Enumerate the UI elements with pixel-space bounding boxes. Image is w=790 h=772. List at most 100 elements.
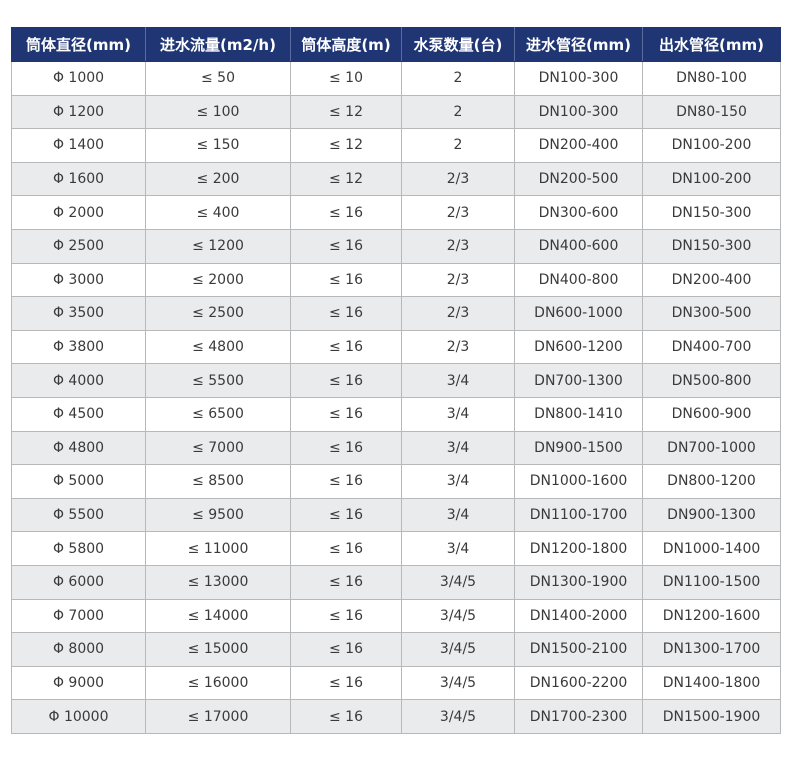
- cell-pump-count: 2: [401, 61, 515, 96]
- cell-height: ≤ 16: [290, 262, 402, 298]
- header-height: 筒体高度(m): [290, 27, 402, 62]
- cell-outlet-pipe: DN500-800: [642, 363, 781, 398]
- cell-outlet-pipe: DN700-1000: [642, 430, 781, 466]
- cell-height: ≤ 10: [290, 61, 402, 96]
- cell-pump-count: 3/4/5: [401, 665, 515, 701]
- header-pump-count: 水泵数量(台): [401, 27, 515, 62]
- table-row: Φ 7000 ≤ 14000 ≤ 16 3/4/5 DN1400-2000 DN1200-…: [11, 598, 781, 634]
- cell-inflow: ≤ 200: [145, 161, 291, 197]
- cell-diameter: Φ 8000: [11, 632, 146, 667]
- cell-inflow: ≤ 7000: [145, 430, 291, 466]
- table-row: Φ 2500 ≤ 1200 ≤ 16 2/3 DN400-600 DN150-300: [11, 228, 781, 264]
- cell-diameter: Φ 3800: [11, 329, 146, 365]
- cell-height: ≤ 16: [290, 497, 402, 533]
- cell-pump-count: 3/4: [401, 430, 515, 466]
- header-inflow: 进水流量(m2/h): [145, 27, 291, 62]
- cell-diameter: Φ 3500: [11, 296, 146, 331]
- cell-diameter: Φ 10000: [11, 699, 146, 734]
- cell-height: ≤ 16: [290, 632, 402, 667]
- cell-inlet-pipe: DN200-400: [514, 128, 643, 163]
- cell-height: ≤ 16: [290, 296, 402, 331]
- cell-height: ≤ 16: [290, 329, 402, 365]
- cell-height: ≤ 16: [290, 195, 402, 230]
- cell-outlet-pipe: DN1200-1600: [642, 598, 781, 634]
- cell-height: ≤ 16: [290, 363, 402, 398]
- cell-height: ≤ 12: [290, 94, 402, 130]
- cell-pump-count: 3/4: [401, 363, 515, 398]
- cell-inlet-pipe: DN1100-1700: [514, 497, 643, 533]
- cell-inlet-pipe: DN100-300: [514, 94, 643, 130]
- cell-diameter: Φ 1000: [11, 61, 146, 96]
- cell-outlet-pipe: DN800-1200: [642, 464, 781, 499]
- cell-diameter: Φ 6000: [11, 564, 146, 600]
- cell-outlet-pipe: DN100-200: [642, 161, 781, 197]
- cell-height: ≤ 12: [290, 161, 402, 197]
- cell-outlet-pipe: DN1000-1400: [642, 531, 781, 566]
- cell-inflow: ≤ 13000: [145, 564, 291, 600]
- cell-inlet-pipe: DN200-500: [514, 161, 643, 197]
- table-row: Φ 4800 ≤ 7000 ≤ 16 3/4 DN900-1500 DN700-1000: [11, 430, 781, 466]
- cell-inlet-pipe: DN1600-2200: [514, 665, 643, 701]
- cell-outlet-pipe: DN200-400: [642, 262, 781, 298]
- cell-height: ≤ 16: [290, 699, 402, 734]
- cell-height: ≤ 16: [290, 531, 402, 566]
- table-row: Φ 4500 ≤ 6500 ≤ 16 3/4 DN800-1410 DN600-900: [11, 396, 781, 432]
- cell-pump-count: 3/4: [401, 396, 515, 432]
- table-body: Φ 1000 ≤ 50 ≤ 10 2 DN100-300 DN80-100 Φ 1200 ≤ …: [11, 61, 781, 734]
- cell-diameter: Φ 1200: [11, 94, 146, 130]
- cell-inflow: ≤ 9500: [145, 497, 291, 533]
- cell-diameter: Φ 7000: [11, 598, 146, 634]
- cell-inflow: ≤ 50: [145, 61, 291, 96]
- cell-inlet-pipe: DN800-1410: [514, 396, 643, 432]
- cell-inlet-pipe: DN300-600: [514, 195, 643, 230]
- cell-inlet-pipe: DN1400-2000: [514, 598, 643, 634]
- cell-inflow: ≤ 150: [145, 128, 291, 163]
- cell-outlet-pipe: DN1300-1700: [642, 632, 781, 667]
- cell-inlet-pipe: DN700-1300: [514, 363, 643, 398]
- cell-pump-count: 2/3: [401, 228, 515, 264]
- table-row: Φ 3000 ≤ 2000 ≤ 16 2/3 DN400-800 DN200-400: [11, 262, 781, 298]
- cell-pump-count: 3/4: [401, 531, 515, 566]
- cell-inflow: ≤ 400: [145, 195, 291, 230]
- cell-outlet-pipe: DN400-700: [642, 329, 781, 365]
- cell-outlet-pipe: DN150-300: [642, 195, 781, 230]
- cell-outlet-pipe: DN1100-1500: [642, 564, 781, 600]
- cell-outlet-pipe: DN300-500: [642, 296, 781, 331]
- cell-outlet-pipe: DN150-300: [642, 228, 781, 264]
- cell-pump-count: 2/3: [401, 296, 515, 331]
- cell-pump-count: 2/3: [401, 262, 515, 298]
- header-diameter: 筒体直径(mm): [11, 27, 146, 62]
- cell-diameter: Φ 9000: [11, 665, 146, 701]
- table-row: Φ 5800 ≤ 11000 ≤ 16 3/4 DN1200-1800 DN1000-14…: [11, 531, 781, 566]
- cell-pump-count: 2/3: [401, 161, 515, 197]
- cell-inflow: ≤ 17000: [145, 699, 291, 734]
- cell-outlet-pipe: DN900-1300: [642, 497, 781, 533]
- cell-inlet-pipe: DN600-1200: [514, 329, 643, 365]
- cell-pump-count: 2: [401, 128, 515, 163]
- cell-diameter: Φ 1400: [11, 128, 146, 163]
- table-row: Φ 3500 ≤ 2500 ≤ 16 2/3 DN600-1000 DN300-500: [11, 296, 781, 331]
- table-row: Φ 9000 ≤ 16000 ≤ 16 3/4/5 DN1600-2200 DN1400-…: [11, 665, 781, 701]
- cell-height: ≤ 16: [290, 396, 402, 432]
- cell-pump-count: 3/4/5: [401, 564, 515, 600]
- cell-diameter: Φ 2500: [11, 228, 146, 264]
- cell-inflow: ≤ 1200: [145, 228, 291, 264]
- cell-pump-count: 3/4/5: [401, 632, 515, 667]
- table-row: Φ 6000 ≤ 13000 ≤ 16 3/4/5 DN1300-1900 DN1100-…: [11, 564, 781, 600]
- table-row: Φ 1400 ≤ 150 ≤ 12 2 DN200-400 DN100-200: [11, 128, 781, 163]
- cell-inflow: ≤ 16000: [145, 665, 291, 701]
- cell-inflow: ≤ 8500: [145, 464, 291, 499]
- cell-height: ≤ 16: [290, 228, 402, 264]
- table-row: Φ 1000 ≤ 50 ≤ 10 2 DN100-300 DN80-100: [11, 61, 781, 96]
- table-row: Φ 8000 ≤ 15000 ≤ 16 3/4/5 DN1500-2100 DN1300-…: [11, 632, 781, 667]
- cell-inflow: ≤ 100: [145, 94, 291, 130]
- cell-inflow: ≤ 15000: [145, 632, 291, 667]
- cell-height: ≤ 16: [290, 464, 402, 499]
- cell-inlet-pipe: DN1500-2100: [514, 632, 643, 667]
- table-header: 筒体直径(mm) 进水流量(m2/h) 筒体高度(m) 水泵数量(台) 进水管径…: [11, 27, 781, 62]
- cell-outlet-pipe: DN1500-1900: [642, 699, 781, 734]
- header-outlet-pipe: 出水管径(mm): [642, 27, 781, 62]
- cell-inlet-pipe: DN600-1000: [514, 296, 643, 331]
- cell-inflow: ≤ 11000: [145, 531, 291, 566]
- cell-pump-count: 3/4: [401, 464, 515, 499]
